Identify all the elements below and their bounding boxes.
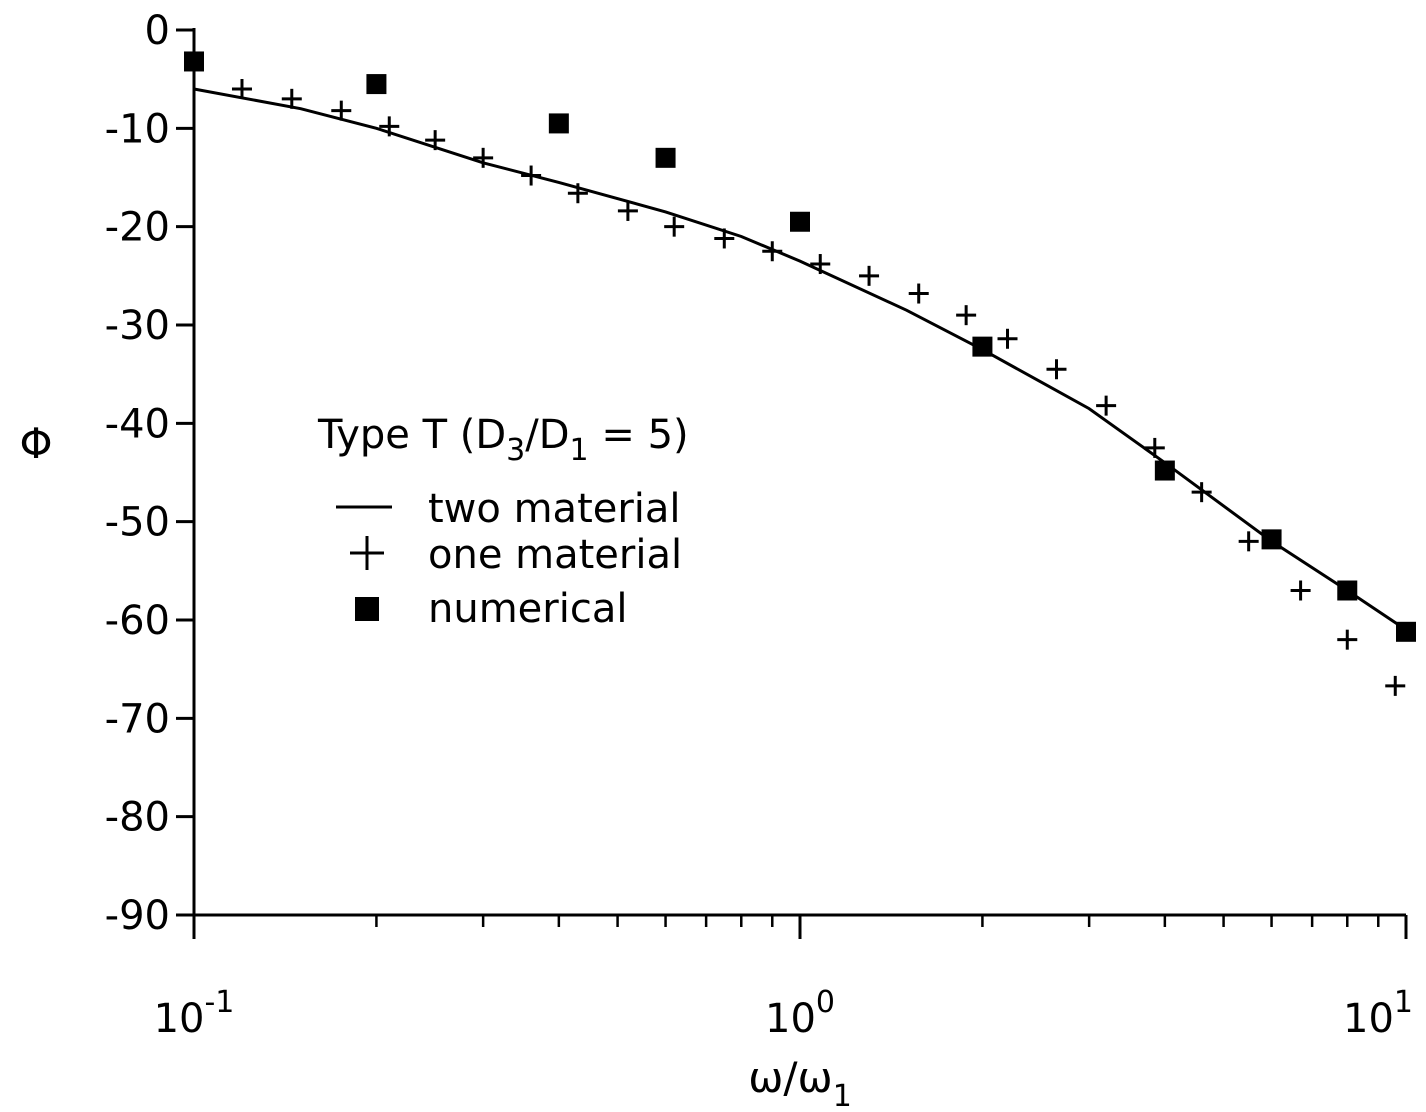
legend: Type T (D3/D1 = 5) two material one mate… [317,412,689,632]
square-point [1154,460,1175,481]
legend-title-sub2: 1 [570,433,589,468]
legend-title-suffix: = 5) [589,412,689,458]
plus-point [997,328,1018,349]
plus-point [425,130,446,151]
legend-label-two-material: two material [428,486,681,532]
x-tick-base: 10 [765,996,816,1042]
x-tick-label: 100 [765,985,835,1042]
series-line [193,87,1407,632]
legend-square-marker [355,597,379,621]
y-tick-label: 0 [145,8,170,54]
square-point [1396,621,1416,642]
x-axis-title: ω/ω1 [748,1053,852,1112]
square-point [1261,529,1282,550]
legend-title-sub1: 3 [506,433,525,468]
y-tick-label: -30 [105,303,170,349]
legend-label-one-material: one material [428,532,682,578]
plus-point [1046,359,1067,380]
x-tick-exponent: 0 [816,985,835,1020]
x-tick-exponent: -1 [204,985,234,1020]
plus-point [956,305,977,326]
x-tick-label: 10-1 [154,985,235,1042]
y-tick-label: -70 [105,696,170,742]
y-tick-label: -60 [105,598,170,644]
series-numerical [184,51,1416,642]
plus-point [1290,580,1311,601]
square-point [1337,580,1358,601]
legend-title-mid: /D [525,412,569,458]
y-ticks: 0 -10 -20 -30 -40 -50 -60 -70 -80 -90 [105,8,194,939]
plus-point [617,200,638,221]
plus-point [331,100,352,121]
plus-point [281,88,302,109]
square-point [366,74,387,95]
x-tick-base: 10 [154,996,205,1042]
y-tick-label: -20 [105,205,170,251]
x-tick-base: 10 [1343,996,1394,1042]
plus-point [762,241,783,262]
plus-point [908,283,929,304]
square-point [790,211,810,232]
legend-title: Type T (D3/D1 = 5) [317,412,689,468]
x-tick-exponent: 1 [1394,985,1413,1020]
legend-plus-marker [350,536,384,570]
plus-point [1238,531,1259,552]
x-axis-title-sub: 1 [833,1079,852,1112]
plus-point [567,183,588,204]
y-axis-title: Φ [19,419,52,468]
series-two-material [193,87,1407,632]
y-tick-label: -90 [105,893,170,939]
plus-point [473,147,494,168]
axes [192,28,1406,917]
legend-label-numerical: numerical [428,586,627,632]
x-axis-title-main: ω/ω [748,1053,833,1102]
plus-point [810,254,831,275]
legend-title-prefix: Type T (D [317,412,506,458]
plus-point [664,216,685,237]
square-point [972,336,993,357]
series-one-material [231,79,1406,696]
plus-point [231,79,252,99]
plus-point [379,116,400,137]
square-point [655,147,676,168]
plus-point [1144,437,1165,458]
plus-point [1385,675,1406,696]
square-point [548,113,569,134]
plus-point [1096,395,1117,416]
y-tick-label: -80 [105,795,170,841]
x-ticks: 10-1 100 101 [154,915,1413,1042]
x-tick-label: 101 [1343,985,1413,1042]
plus-point [1191,482,1212,503]
y-tick-label: -40 [105,401,170,447]
plus-point [714,228,735,249]
plus-point [859,265,880,286]
plus-point [521,165,542,186]
y-tick-label: -10 [105,106,170,152]
plot-area [184,51,1416,696]
plus-point [1337,629,1358,650]
y-tick-label: -50 [105,500,170,546]
